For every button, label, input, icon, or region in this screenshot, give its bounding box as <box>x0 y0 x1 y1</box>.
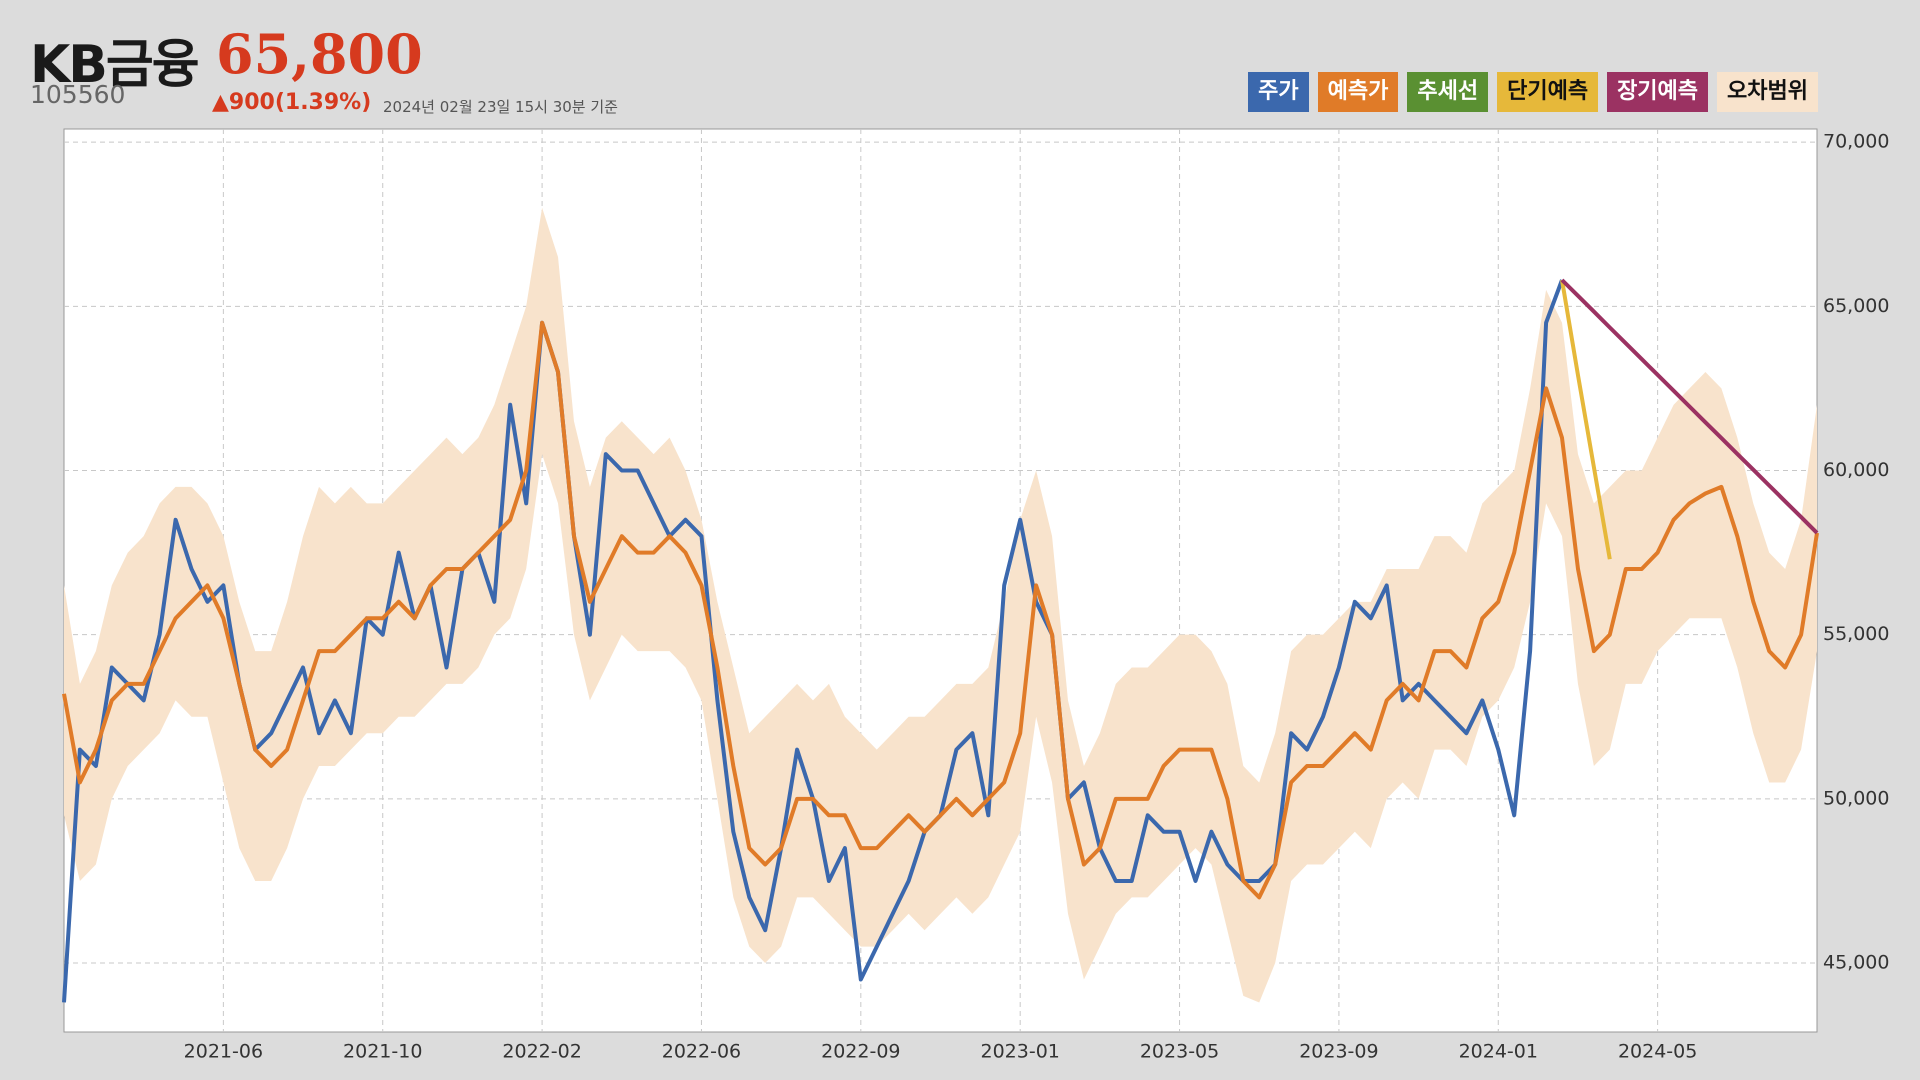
y-tick-label: 50,000 <box>1823 787 1889 809</box>
legend-item: 추세선 <box>1407 72 1489 112</box>
legend-item: 예측가 <box>1317 72 1399 112</box>
error-band <box>64 207 1817 1003</box>
x-tick-label: 2024-01 <box>1459 1041 1538 1063</box>
legend: 주가 예측가 추세선 단기예측 장기예측 오차범위 <box>1248 72 1818 112</box>
y-tick-label: 65,000 <box>1823 295 1889 317</box>
x-tick-label: 2021-06 <box>184 1041 263 1063</box>
series-line <box>1560 278 1819 535</box>
x-tick-label: 2021-10 <box>343 1041 422 1063</box>
series-line <box>1560 279 1612 560</box>
stock-price: 65,800 <box>216 22 423 86</box>
y-tick-label: 60,000 <box>1823 459 1889 481</box>
y-tick-label: 45,000 <box>1823 952 1889 974</box>
price-change: ▲900(1.39%) <box>212 90 372 115</box>
stock-code: 105560 <box>30 80 126 109</box>
y-tick-label: 70,000 <box>1823 131 1889 153</box>
x-tick-label: 2022-02 <box>502 1041 581 1063</box>
stock-name: KB금융 <box>30 35 200 95</box>
x-tick-label: 2024-05 <box>1618 1041 1697 1063</box>
x-tick-label: 2023-01 <box>980 1041 1059 1063</box>
series-line <box>62 320 1819 900</box>
legend-item: 장기예측 <box>1607 72 1709 112</box>
legend-item: 단기예측 <box>1497 72 1599 112</box>
timestamp: 2024년 02월 23일 15시 30분 기준 <box>383 98 618 116</box>
x-tick-label: 2022-09 <box>821 1041 900 1063</box>
legend-item: 오차범위 <box>1717 72 1818 112</box>
legend-item: 주가 <box>1248 72 1309 112</box>
x-tick-label: 2022-06 <box>662 1041 741 1063</box>
y-tick-label: 55,000 <box>1823 623 1889 645</box>
x-tick-label: 2023-05 <box>1140 1041 1219 1063</box>
x-tick-label: 2023-09 <box>1299 1041 1378 1063</box>
